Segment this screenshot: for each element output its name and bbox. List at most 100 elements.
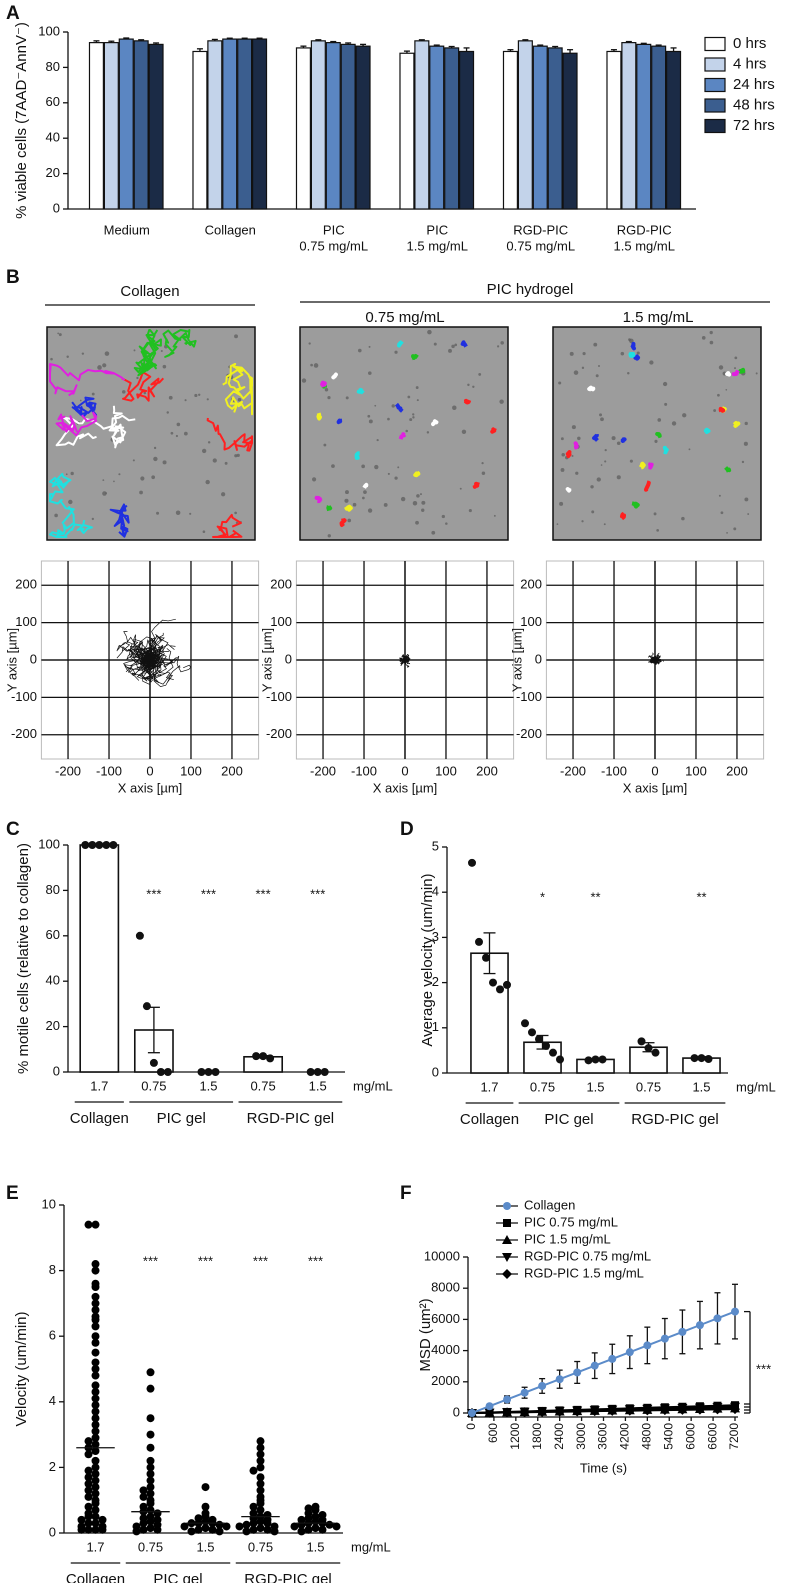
image-speck xyxy=(656,528,660,532)
image-speck xyxy=(310,363,313,367)
image-speck xyxy=(394,350,398,354)
point xyxy=(201,1524,210,1533)
point xyxy=(91,1358,100,1367)
y-tick-label: -200 xyxy=(516,726,542,741)
cell-track xyxy=(724,466,732,473)
image-speck xyxy=(461,429,467,434)
point xyxy=(590,1405,599,1414)
point xyxy=(256,1524,265,1533)
x-tick-label: 2400 xyxy=(552,1423,566,1450)
point xyxy=(84,1220,93,1229)
trajectory xyxy=(136,652,163,680)
cell-track xyxy=(354,451,361,460)
point xyxy=(84,1466,93,1475)
point xyxy=(91,1381,100,1390)
y-tick-label: 8 xyxy=(49,1262,56,1277)
y-tick-label: 40 xyxy=(46,973,60,988)
image-speck xyxy=(571,425,576,430)
group-title: Collagen xyxy=(120,283,179,300)
significance: *** xyxy=(756,1362,771,1377)
image-speck xyxy=(221,492,226,497)
x-tick-label: -100 xyxy=(96,763,122,778)
image-speck xyxy=(600,464,603,466)
image-speck xyxy=(451,344,455,349)
point xyxy=(201,1483,210,1492)
point xyxy=(84,1492,93,1501)
image-speck xyxy=(97,365,102,370)
bar xyxy=(429,45,445,210)
point xyxy=(208,1525,217,1534)
legend-swatch xyxy=(704,98,726,113)
image-speck xyxy=(79,399,82,402)
point xyxy=(625,1404,634,1413)
x-axis-label: X axis [µm] xyxy=(623,780,688,795)
cell-track xyxy=(703,427,711,434)
x-tick-label: Medium xyxy=(104,222,150,237)
point xyxy=(485,1408,494,1417)
image-speck xyxy=(603,523,606,526)
point xyxy=(139,1525,148,1534)
point xyxy=(643,1341,652,1350)
image-speck xyxy=(224,461,228,465)
image-speck xyxy=(433,342,437,346)
legend-label: 0 hrs xyxy=(733,35,766,52)
cell-track xyxy=(356,387,365,395)
point xyxy=(249,1519,258,1528)
point xyxy=(256,1456,265,1465)
cell-track xyxy=(631,501,640,509)
legend-label: RGD-PIC 0.75 mg/mL xyxy=(524,1248,651,1263)
point xyxy=(91,1292,100,1301)
y-axis-label: Y axis [µm] xyxy=(509,628,524,692)
legend-swatch xyxy=(704,77,726,93)
point xyxy=(91,1499,100,1508)
cell-track xyxy=(55,414,136,447)
point xyxy=(489,978,497,987)
point xyxy=(690,1054,699,1063)
point xyxy=(91,1525,100,1534)
unit-label: mg/mL xyxy=(353,1078,393,1093)
image-speck xyxy=(50,357,53,361)
point xyxy=(91,1483,100,1492)
point xyxy=(91,1283,100,1291)
image-speck xyxy=(344,498,349,503)
image-speck xyxy=(368,345,371,348)
point xyxy=(84,1519,93,1528)
point xyxy=(242,1520,251,1529)
point xyxy=(535,1035,543,1044)
x-tick-label: 1200 xyxy=(508,1423,522,1450)
image-speck xyxy=(367,508,373,513)
y-tick-label: -200 xyxy=(266,726,292,741)
y-tick-label: 2 xyxy=(432,974,439,989)
point xyxy=(146,1384,155,1393)
point xyxy=(590,1361,599,1370)
y-tick-label: 20 xyxy=(46,165,60,180)
cell-track xyxy=(336,418,343,425)
cell-track xyxy=(394,402,404,413)
point xyxy=(135,931,144,940)
image-speck xyxy=(412,416,415,419)
point xyxy=(146,1443,155,1452)
image-speck xyxy=(102,491,107,496)
image-speck xyxy=(143,391,147,395)
point xyxy=(146,1463,155,1472)
y-tick-label: 6 xyxy=(49,1328,56,1343)
image-speck xyxy=(324,387,329,392)
y-tick-label: -100 xyxy=(266,689,292,704)
image-speck xyxy=(409,418,413,422)
cell-track xyxy=(331,372,338,380)
image-speck xyxy=(671,421,677,426)
point xyxy=(311,1524,320,1533)
image-speck xyxy=(122,390,126,394)
y-tick-label: 80 xyxy=(46,59,60,74)
image-speck xyxy=(720,511,724,515)
point xyxy=(263,1525,272,1534)
bar xyxy=(547,47,563,210)
image-speck xyxy=(718,494,721,497)
image-speck xyxy=(352,502,357,507)
cell-track xyxy=(463,398,472,405)
cell-track xyxy=(133,329,159,377)
point xyxy=(713,1401,722,1410)
point xyxy=(84,1450,93,1459)
image-speck xyxy=(70,471,74,476)
